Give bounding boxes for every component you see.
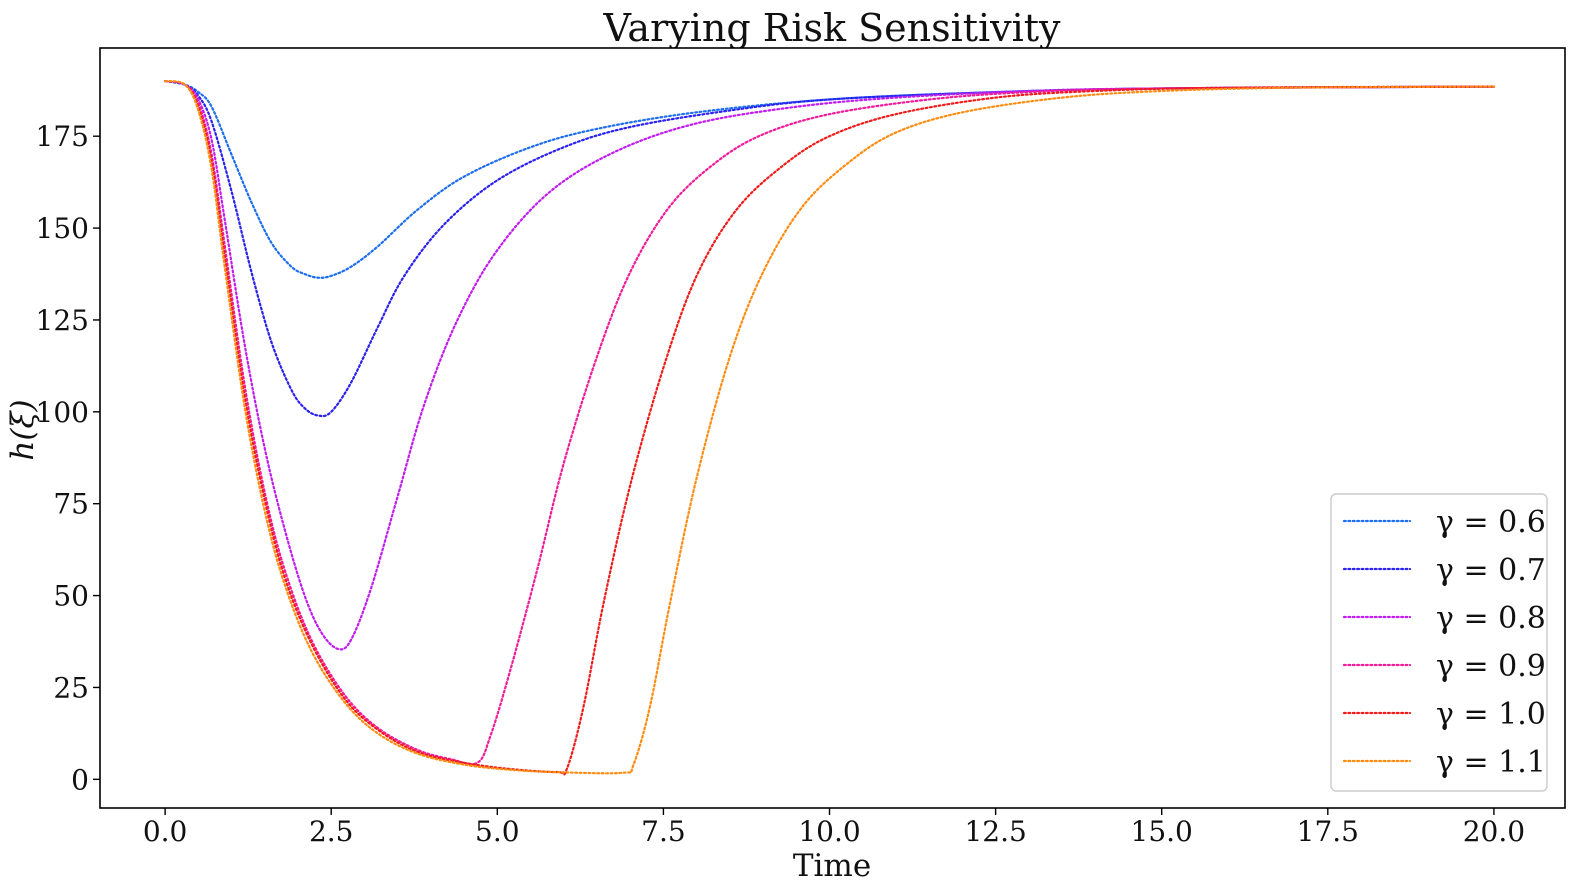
x-tick-label: 10.0 [798,815,860,848]
y-tick-label: 100 [36,396,89,429]
series-line-2 [164,79,1496,651]
series-layer [164,79,1496,776]
x-axis-label: Time [793,848,871,884]
x-tick-label: 5.0 [475,815,520,848]
x-axis-ticks: 0.0 2.5 5.0 7.5 10.0 12.5 15.0 17.5 20.0 [143,808,1525,848]
legend-label: γ = 0.9 [1436,649,1546,684]
x-tick-label: 17.5 [1297,815,1359,848]
legend: γ = 0.6 γ = 0.7 γ = 0.8 γ = 0.9 γ = 1.0 γ = 1… [1330,493,1548,792]
x-tick-label: 7.5 [641,815,686,848]
series-line-1 [164,79,1496,418]
x-tick-label: 2.5 [309,815,354,848]
x-tick-label: 15.0 [1131,815,1193,848]
legend-label: γ = 0.7 [1436,553,1546,588]
y-axis-ticks: 0 25 50 75 100 125 150 175 [36,120,100,796]
y-tick-label: 150 [36,212,89,245]
legend-label: γ = 0.6 [1436,505,1546,540]
y-tick-label: 0 [71,763,89,796]
legend-label: γ = 1.0 [1436,697,1546,732]
x-tick-label: 12.5 [964,815,1026,848]
x-tick-label: 20.0 [1463,815,1525,848]
y-tick-label: 175 [36,120,89,153]
y-tick-label: 75 [53,488,89,521]
y-tick-label: 50 [53,580,89,613]
chart-title: Varying Risk Sensitivity [602,6,1061,50]
series-line-5 [164,79,1496,775]
y-tick-label: 125 [36,304,89,337]
legend-label: γ = 1.1 [1436,745,1546,780]
y-axis-label: h(ξ) [5,399,41,460]
series-line-3 [164,79,1496,766]
series-line-4 [164,79,1496,776]
legend-label: γ = 0.8 [1436,601,1546,636]
x-tick-label: 0.0 [143,815,188,848]
y-tick-label: 25 [53,671,89,704]
